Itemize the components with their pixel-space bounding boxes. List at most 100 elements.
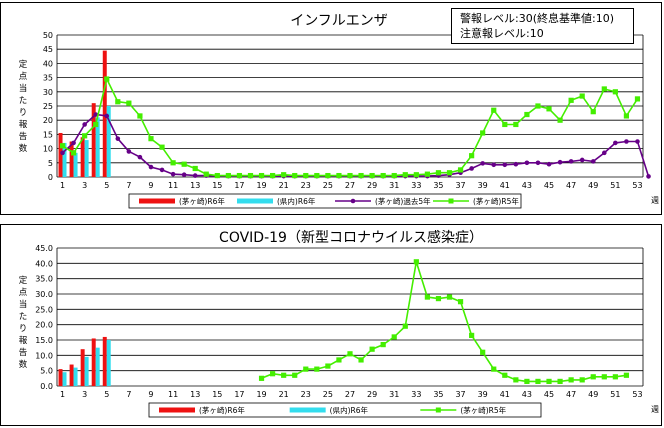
bar [58, 369, 63, 386]
x-tick-label: 15 [212, 181, 222, 190]
data-point [446, 170, 453, 176]
x-tick-label: 21 [279, 390, 289, 399]
data-point [623, 113, 630, 119]
data-point [568, 159, 574, 164]
legend-label: (茅ヶ崎)R5年 [460, 405, 506, 415]
x-tick-label: 31 [389, 390, 399, 399]
legend-label: (茅ヶ崎)R6年 [199, 405, 245, 415]
bar [73, 367, 78, 386]
y-tick-label: 35 [43, 74, 53, 83]
x-tick-label: 35 [433, 181, 443, 190]
y-tick-label: 10.0 [35, 351, 53, 360]
y-tick-label: 25 [43, 102, 53, 111]
alert-level-box: 警報レベル:30(終息基準値:10) 注意報レベル:10 [451, 8, 634, 44]
x-tick-label: 17 [234, 390, 244, 399]
y-axis-label-char: 数 [19, 143, 28, 154]
data-point [71, 140, 76, 146]
legend-marker [435, 407, 441, 413]
data-point [491, 162, 497, 168]
y-tick-label: 40.0 [35, 259, 53, 268]
x-tick-label: 3 [82, 390, 87, 399]
y-axis-label-char: り [19, 108, 28, 118]
data-point [281, 372, 287, 378]
data-point [568, 377, 574, 383]
x-tick-label: 11 [168, 390, 178, 399]
x-tick-label: 9 [148, 390, 153, 399]
x-tick-label: 47 [566, 181, 576, 190]
y-tick-label: 25.0 [35, 305, 53, 314]
legend-label: (県内)R6年 [277, 196, 316, 206]
data-point [93, 121, 99, 128]
data-point [590, 374, 596, 380]
data-point [602, 150, 607, 156]
data-point [93, 112, 98, 117]
x-axis-label: 週 [651, 196, 659, 205]
y-tick-label: 30.0 [35, 290, 53, 299]
data-point [181, 161, 187, 167]
x-tick-label: 43 [522, 390, 532, 399]
x-tick-label: 9 [148, 181, 153, 190]
data-point [380, 342, 386, 348]
data-point [270, 371, 276, 377]
y-tick-label: 5 [48, 159, 53, 168]
data-point [303, 366, 309, 372]
data-point [225, 172, 231, 179]
data-point [192, 173, 198, 178]
bar [95, 347, 100, 386]
y-tick-label: 0.0 [40, 382, 53, 391]
data-point [192, 165, 198, 172]
bar [95, 117, 100, 177]
y-tick-label: 20 [43, 116, 53, 125]
data-point [292, 372, 298, 378]
data-point [623, 372, 630, 378]
data-point [258, 172, 265, 179]
y-axis-label-char: 点 [19, 288, 28, 298]
legend-label: (茅ヶ崎)過去5年 [375, 196, 431, 206]
y-axis-label-char: 定 [19, 59, 28, 70]
bar [62, 372, 67, 386]
data-point [126, 100, 132, 106]
data-point [347, 351, 353, 357]
legend-swatch [159, 407, 195, 413]
x-tick-label: 49 [588, 181, 598, 190]
data-point [402, 172, 408, 178]
data-point [579, 93, 585, 99]
data-point [402, 323, 408, 329]
data-point [502, 121, 508, 128]
bar [62, 142, 67, 177]
data-point [491, 366, 497, 372]
data-point [612, 89, 618, 95]
data-point [82, 133, 88, 139]
x-tick-label: 5 [104, 181, 109, 190]
data-point [535, 160, 541, 166]
y-tick-label: 5.0 [40, 367, 53, 376]
data-point [469, 332, 475, 338]
data-point [303, 172, 309, 179]
data-point [159, 167, 165, 173]
x-tick-label: 29 [367, 390, 377, 399]
x-tick-label: 27 [345, 390, 355, 399]
legend-marker [350, 198, 356, 204]
legend-swatch [289, 407, 326, 413]
y-axis-label-char: 告 [19, 131, 28, 142]
data-point [214, 172, 220, 179]
data-point [601, 86, 607, 92]
data-point [391, 334, 397, 340]
data-point [325, 363, 331, 369]
x-tick-label: 45 [544, 181, 554, 190]
x-tick-label: 13 [190, 181, 200, 190]
y-tick-label: 20.0 [35, 321, 53, 330]
x-tick-label: 19 [256, 390, 266, 399]
x-tick-label: 21 [279, 181, 289, 190]
data-point [424, 171, 430, 177]
caution-level-text: 注意報レベル:10 [460, 27, 544, 40]
data-point [646, 174, 651, 179]
data-point [480, 130, 486, 136]
data-point [391, 172, 397, 179]
y-tick-label: 10 [43, 145, 53, 154]
x-tick-label: 7 [126, 390, 131, 399]
data-point [590, 159, 596, 164]
data-point [115, 136, 121, 141]
y-axis-label-char: 定 [19, 275, 28, 286]
